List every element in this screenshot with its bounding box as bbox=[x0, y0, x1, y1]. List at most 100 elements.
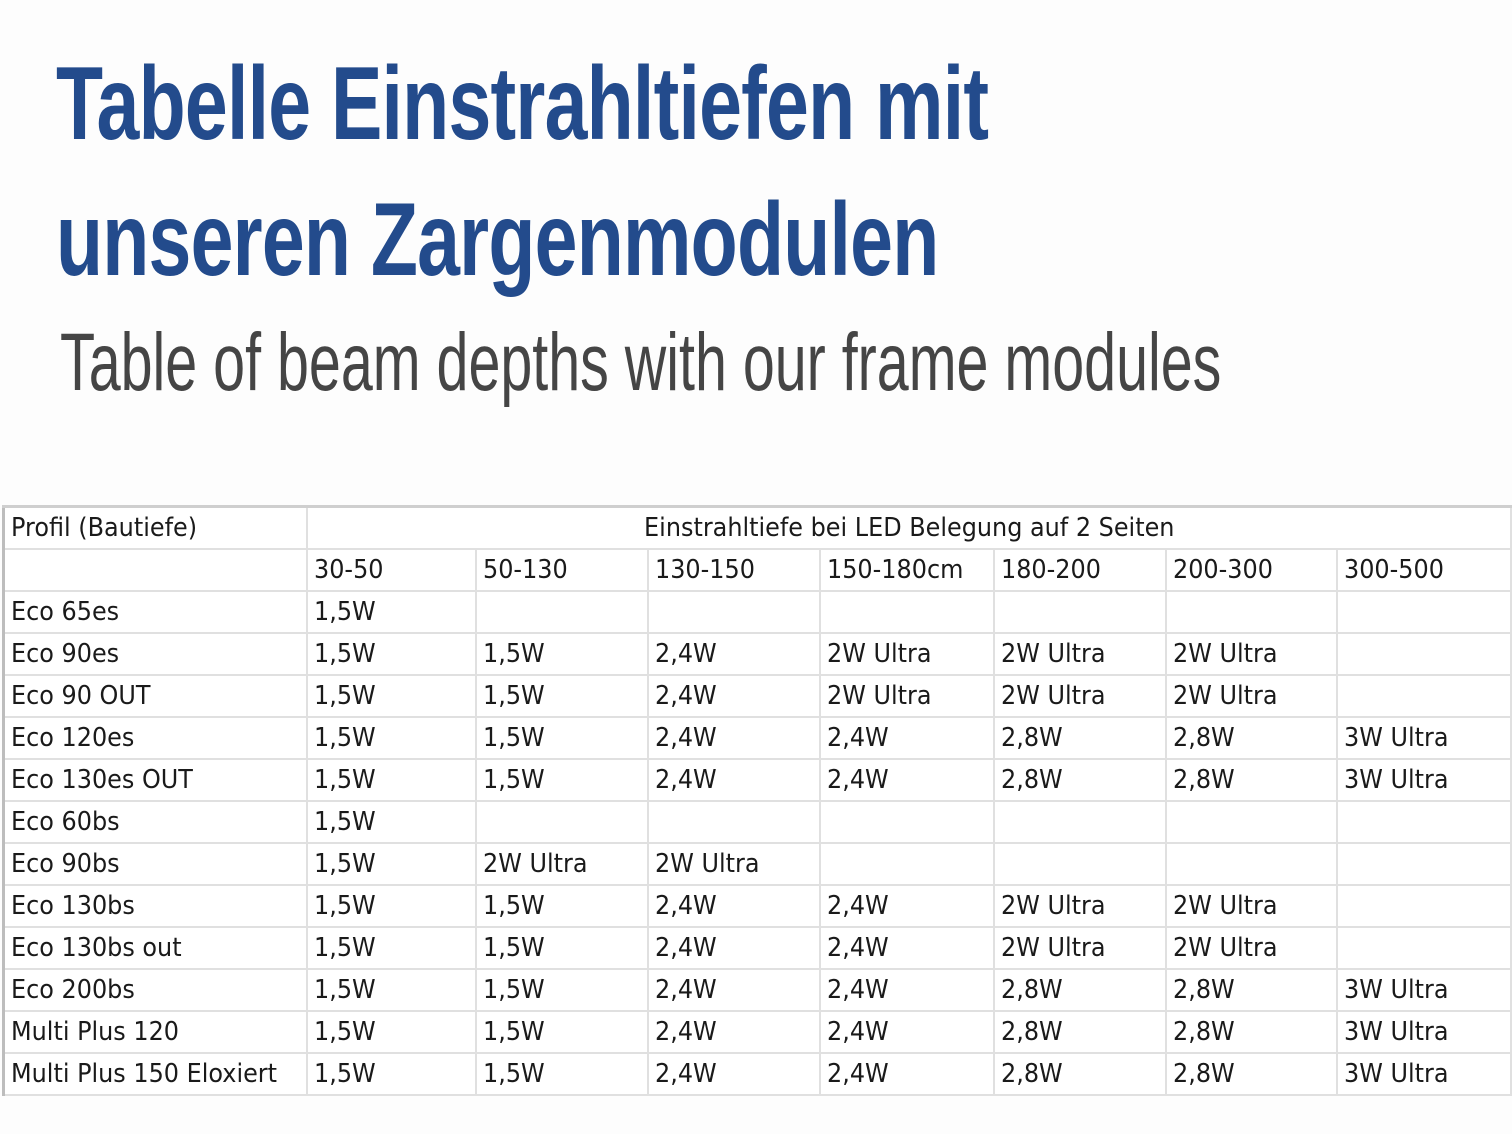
group-header-cell-text: Einstrahltiefe bei LED Belegung auf 2 Se… bbox=[643, 513, 1175, 543]
corner-header-cell-text: Profil (Bautiefe) bbox=[11, 513, 198, 543]
value-cell bbox=[1336, 632, 1512, 676]
value-cell-text: 2,4W bbox=[655, 681, 717, 711]
value-cell bbox=[992, 800, 1167, 844]
profile-cell-text: Eco 130bs out bbox=[11, 933, 182, 963]
column-header-text: 180-200 bbox=[1000, 555, 1101, 585]
value-cell: 2,8W bbox=[992, 716, 1167, 760]
value-cell: 2,4W bbox=[818, 758, 995, 802]
profile-cell-text: Multi Plus 150 Eloxiert bbox=[11, 1059, 278, 1089]
value-cell-text: 1,5W bbox=[314, 723, 376, 753]
group-header-cell: Einstrahltiefe bei LED Belegung auf 2 Se… bbox=[306, 505, 1512, 550]
value-cell-text: 1,5W bbox=[314, 765, 376, 795]
profile-cell: Multi Plus 120 bbox=[2, 1010, 309, 1054]
value-cell-text: 1,5W bbox=[483, 933, 545, 963]
profile-cell: Eco 130bs bbox=[2, 884, 309, 928]
value-cell bbox=[1336, 590, 1512, 634]
value-cell: 2W Ultra bbox=[818, 674, 995, 718]
value-cell: 2,8W bbox=[1164, 716, 1339, 760]
value-cell: 2W Ultra bbox=[992, 926, 1167, 970]
value-cell: 1,5W bbox=[306, 590, 478, 634]
value-cell-text: 2,4W bbox=[826, 1017, 889, 1047]
value-cell: 1,5W bbox=[475, 968, 650, 1012]
value-cell: 2W Ultra bbox=[1164, 926, 1339, 970]
value-cell: 2W Ultra bbox=[992, 632, 1167, 676]
profile-cell-text: Eco 130es OUT bbox=[11, 765, 193, 795]
table-row: Multi Plus 120 1,5W 1,5W 2,4W 2,4W 2,8W 2,8W 3W… bbox=[2, 1010, 1512, 1054]
value-cell: 1,5W bbox=[475, 926, 650, 970]
table-row: Eco 200bs 1,5W 1,5W 2,4W 2,4W 2,8W 2,8W 3W Ultr… bbox=[2, 968, 1512, 1012]
value-cell-text: 2,4W bbox=[655, 765, 717, 795]
value-cell: 2W Ultra bbox=[475, 842, 650, 886]
table-row: Eco 130bs 1,5W 1,5W 2,4W 2,4W 2W Ultra 2W Ultr… bbox=[2, 884, 1512, 928]
value-cell: 2,4W bbox=[818, 926, 995, 970]
profile-cell-text: Eco 90bs bbox=[11, 849, 120, 879]
value-cell: 1,5W bbox=[475, 632, 650, 676]
profile-cell: Eco 120es bbox=[2, 716, 309, 760]
column-header-text: 30-50 bbox=[314, 555, 384, 585]
value-cell: 2W Ultra bbox=[818, 632, 995, 676]
table-row: Eco 90es 1,5W 1,5W 2,4W 2W Ultra 2W Ultra 2W U… bbox=[2, 632, 1512, 676]
column-header: 150-180cm bbox=[818, 548, 995, 592]
profile-cell: Eco 90es bbox=[2, 632, 309, 676]
profile-cell: Eco 130bs out bbox=[2, 926, 309, 970]
value-cell-text: 1,5W bbox=[483, 639, 545, 669]
value-cell: 1,5W bbox=[306, 884, 478, 928]
value-cell-text: 1,5W bbox=[483, 723, 545, 753]
value-cell: 2,8W bbox=[992, 968, 1167, 1012]
value-cell: 2,4W bbox=[818, 1010, 995, 1054]
value-cell: 1,5W bbox=[475, 1052, 650, 1096]
value-cell-text: 1,5W bbox=[483, 1059, 545, 1089]
value-cell-text: 2,4W bbox=[826, 933, 889, 963]
value-cell-text: 2,4W bbox=[826, 723, 889, 753]
profile-cell-text: Eco 90es bbox=[11, 639, 120, 669]
table-row: Eco 130bs out 1,5W 1,5W 2,4W 2,4W 2W Ultra 2W … bbox=[2, 926, 1512, 970]
value-cell bbox=[992, 590, 1167, 634]
value-cell-text: 2,8W bbox=[1172, 723, 1235, 753]
value-cell-text: 2,4W bbox=[826, 891, 889, 921]
column-header: 180-200 bbox=[992, 548, 1167, 592]
value-cell: 1,5W bbox=[475, 1010, 650, 1054]
value-cell-text: 2,4W bbox=[655, 891, 717, 921]
page-subtitle: Table of beam depths with our frame modu… bbox=[60, 317, 1222, 408]
profile-cell: Eco 90 OUT bbox=[2, 674, 309, 718]
value-cell-text: 2,8W bbox=[1000, 723, 1063, 753]
profile-cell-text: Multi Plus 120 bbox=[11, 1017, 180, 1047]
value-cell: 2,8W bbox=[992, 1052, 1167, 1096]
value-cell-text: 1,5W bbox=[314, 807, 376, 837]
value-cell-text: 3W Ultra bbox=[1344, 1017, 1449, 1047]
value-cell: 2W Ultra bbox=[1164, 884, 1339, 928]
value-cell-text: 2W Ultra bbox=[1172, 891, 1278, 921]
column-header: 300-500 bbox=[1336, 548, 1512, 592]
value-cell-text: 2,8W bbox=[1172, 1059, 1235, 1089]
value-cell bbox=[1336, 842, 1512, 886]
value-cell-text: 1,5W bbox=[314, 1017, 376, 1047]
value-cell: 1,5W bbox=[306, 1010, 478, 1054]
value-cell-text: 2,8W bbox=[1000, 1059, 1063, 1089]
value-cell: 1,5W bbox=[306, 758, 478, 802]
profile-cell-text: Eco 90 OUT bbox=[11, 681, 151, 711]
value-cell-text: 1,5W bbox=[314, 1059, 376, 1089]
value-cell-text: 2W Ultra bbox=[655, 849, 760, 879]
value-cell-text: 2,8W bbox=[1172, 975, 1235, 1005]
value-cell: 2W Ultra bbox=[992, 884, 1167, 928]
value-cell: 3W Ultra bbox=[1336, 1010, 1512, 1054]
value-cell-text: 3W Ultra bbox=[1344, 765, 1449, 795]
value-cell: 1,5W bbox=[306, 926, 478, 970]
value-cell: 3W Ultra bbox=[1336, 968, 1512, 1012]
value-cell-text: 1,5W bbox=[483, 975, 545, 1005]
value-cell-text: 1,5W bbox=[314, 975, 376, 1005]
table-row: Multi Plus 150 Eloxiert 1,5W 1,5W 2,4W 2,4W 2… bbox=[2, 1052, 1512, 1096]
table-row: Eco 65es 1,5W bbox=[2, 590, 1512, 634]
value-cell: 3W Ultra bbox=[1336, 1052, 1512, 1096]
value-cell-text: 1,5W bbox=[314, 849, 376, 879]
value-cell-text: 2,4W bbox=[826, 765, 889, 795]
profile-cell-text: Eco 60bs bbox=[11, 807, 120, 837]
table-header-row: Profil (Bautiefe) Einstrahltiefe bei LED … bbox=[2, 505, 1512, 550]
value-cell-text: 1,5W bbox=[483, 765, 545, 795]
value-cell-text: 2,8W bbox=[1172, 765, 1235, 795]
empty-header-cell bbox=[2, 548, 309, 592]
profile-cell-text: Eco 120es bbox=[11, 723, 135, 753]
value-cell-text: 2,8W bbox=[1000, 975, 1063, 1005]
value-cell: 1,5W bbox=[475, 884, 650, 928]
value-cell: 2,8W bbox=[992, 758, 1167, 802]
